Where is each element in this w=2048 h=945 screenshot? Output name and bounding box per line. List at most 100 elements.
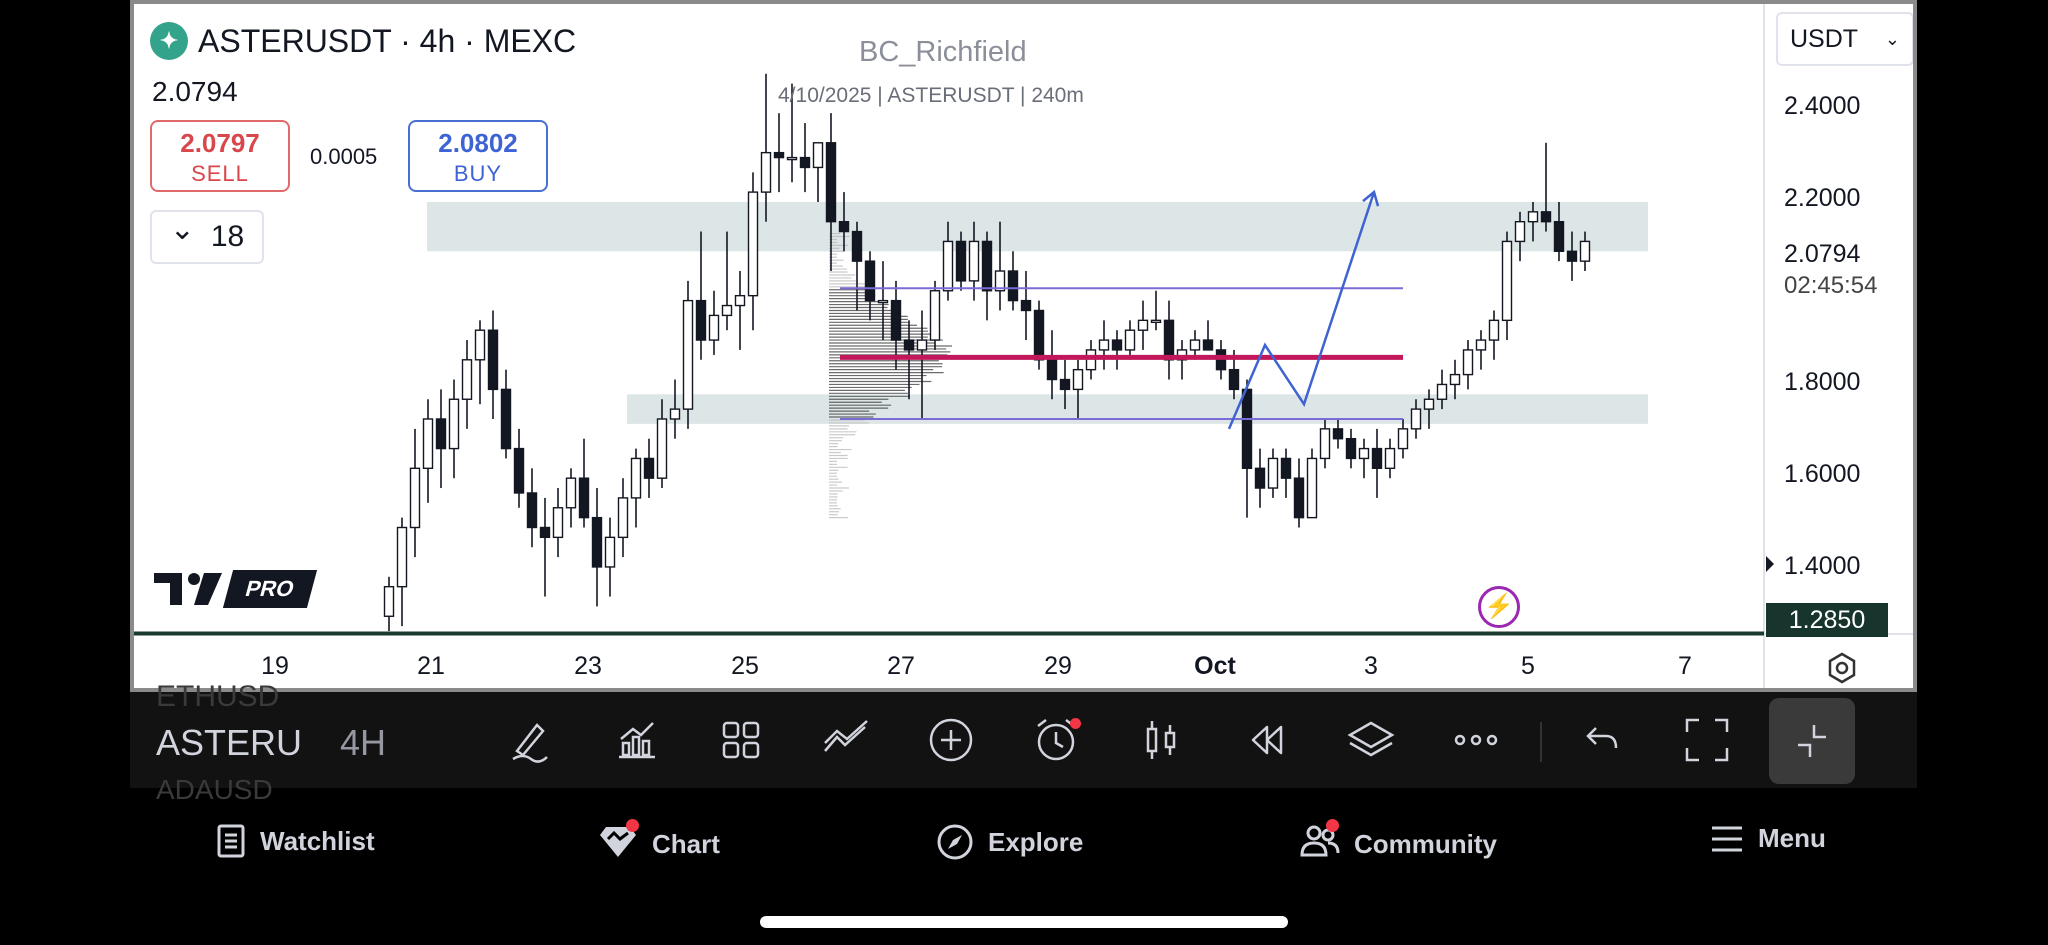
- symbol-title: ASTERUSDT · 4h · MEXC: [198, 23, 576, 60]
- sell-price: 2.0797: [152, 128, 288, 159]
- symbol-switcher[interactable]: ASTERU: [156, 722, 302, 764]
- time-tick: Oct: [1194, 652, 1236, 681]
- candle-type-icon[interactable]: [1133, 712, 1189, 768]
- replay-icon[interactable]: [1238, 712, 1294, 768]
- bar-countdown: 02:45:54: [1784, 272, 1877, 300]
- candle-bearish: [1334, 429, 1343, 439]
- symbol-header[interactable]: ✦ ASTERUSDT · 4h · MEXC: [150, 22, 576, 60]
- candle-bearish: [1022, 301, 1031, 311]
- candle-bullish: [944, 241, 953, 290]
- price-tick: 2.2000: [1784, 184, 1860, 213]
- currency-value: USDT: [1790, 25, 1858, 54]
- time-tick: 29: [1044, 652, 1072, 681]
- candle-bullish: [1529, 212, 1538, 222]
- interval-switcher[interactable]: 4H: [340, 722, 386, 764]
- nav-chart[interactable]: Chart: [598, 823, 720, 866]
- indicators-icon[interactable]: [608, 712, 664, 768]
- candle-bearish: [905, 340, 914, 350]
- candle-bullish: [1581, 241, 1590, 261]
- candle-bullish: [1100, 340, 1109, 350]
- add-icon[interactable]: [923, 712, 979, 768]
- candle-bullish: [476, 330, 485, 360]
- candle-bearish: [437, 419, 446, 449]
- candle-bullish: [398, 527, 407, 586]
- candle-bullish: [1464, 350, 1473, 375]
- nav-menu[interactable]: Menu: [1710, 823, 1826, 854]
- candle-bearish: [827, 143, 836, 222]
- spread-value: 0.0005: [310, 144, 377, 170]
- candle-bullish: [567, 478, 576, 508]
- pro-badge: PRO: [223, 570, 317, 608]
- tv-logo-icon: [154, 571, 224, 607]
- candle-bullish: [1503, 241, 1512, 320]
- nav-watchlist[interactable]: Watchlist: [216, 823, 375, 859]
- watermark-subtitle: 4/10/2025 | ASTERUSDT | 240m: [778, 84, 1084, 108]
- watermark-author: BC_Richfield: [859, 36, 1027, 69]
- chart-nav-icon: [598, 823, 638, 866]
- candle-bullish: [814, 143, 823, 168]
- more-icon[interactable]: [1448, 712, 1504, 768]
- horizontal-line-price-tag[interactable]: 1.2850: [1766, 603, 1888, 637]
- collapse-icon[interactable]: [1769, 698, 1855, 784]
- candle-bullish: [606, 537, 615, 567]
- candle-bearish: [1113, 340, 1122, 350]
- candle-bearish: [1256, 468, 1265, 488]
- buy-button[interactable]: 2.0802 BUY: [408, 120, 548, 192]
- candle-bearish: [1061, 380, 1070, 390]
- aster-logo-icon: ✦: [150, 22, 188, 60]
- candle-bearish: [1204, 340, 1213, 350]
- currency-select[interactable]: USDT ⌄: [1776, 12, 1914, 66]
- indicators-toggle[interactable]: ⌄ 18: [150, 210, 264, 264]
- candle-bullish: [450, 399, 459, 448]
- nav-explore[interactable]: Explore: [936, 823, 1083, 861]
- candle-bearish: [489, 330, 498, 389]
- candle-bullish: [554, 508, 563, 538]
- undo-icon[interactable]: [1574, 712, 1630, 768]
- candle-bullish: [1269, 458, 1278, 488]
- candle-bearish: [1035, 310, 1044, 359]
- alert-badge: [1070, 718, 1081, 729]
- candle-bullish: [1360, 449, 1369, 459]
- candle-bearish: [1165, 320, 1174, 359]
- candle-bearish: [983, 241, 992, 290]
- fullscreen-icon[interactable]: [1679, 712, 1735, 768]
- bottom-navigation: Watchlist Chart Explore Community Menu: [0, 795, 2048, 895]
- candle-bearish: [593, 518, 602, 567]
- candle-bullish: [1126, 330, 1135, 350]
- nav-community[interactable]: Community: [1300, 823, 1497, 866]
- tradingview-logo: PRO: [154, 570, 312, 608]
- nav-community-label: Community: [1354, 829, 1497, 860]
- candle-bearish: [853, 232, 862, 262]
- candle-bullish: [970, 241, 979, 280]
- layouts-icon[interactable]: [713, 712, 769, 768]
- candle-bullish: [1152, 320, 1161, 322]
- candle-bullish: [710, 315, 719, 340]
- candle-bullish: [1386, 449, 1395, 469]
- time-tick: 27: [887, 652, 915, 681]
- time-tick: 19: [261, 652, 289, 681]
- candle-bearish: [1009, 271, 1018, 301]
- price-tick: 1.8000: [1784, 368, 1860, 397]
- sell-button[interactable]: 2.0797 SELL: [150, 120, 290, 192]
- nav-menu-label: Menu: [1758, 823, 1826, 854]
- candle-bullish: [1451, 375, 1460, 385]
- candle-bullish: [658, 419, 667, 478]
- settings-icon[interactable]: [1824, 650, 1860, 692]
- hamburger-icon: [1710, 824, 1744, 854]
- candle-bullish: [619, 498, 628, 537]
- layers-icon[interactable]: [1343, 712, 1399, 768]
- chevron-down-icon: ⌄: [170, 212, 195, 247]
- compare-icon[interactable]: [818, 712, 874, 768]
- candle-bearish: [1048, 360, 1057, 380]
- drawing-tool-icon[interactable]: [502, 712, 558, 768]
- lightning-icon[interactable]: ⚡: [1478, 586, 1520, 628]
- chart-area[interactable]: ✦ ASTERUSDT · 4h · MEXC 2.0794 2.0797 SE…: [130, 0, 1917, 692]
- candle-bearish: [580, 478, 589, 517]
- candle-bullish: [632, 458, 641, 497]
- candle-bearish: [541, 527, 550, 537]
- candle-bullish: [424, 419, 433, 468]
- candle-bearish: [1555, 222, 1564, 252]
- nav-chart-label: Chart: [652, 829, 720, 860]
- candle-bearish: [502, 389, 511, 448]
- candle-bearish: [528, 493, 537, 528]
